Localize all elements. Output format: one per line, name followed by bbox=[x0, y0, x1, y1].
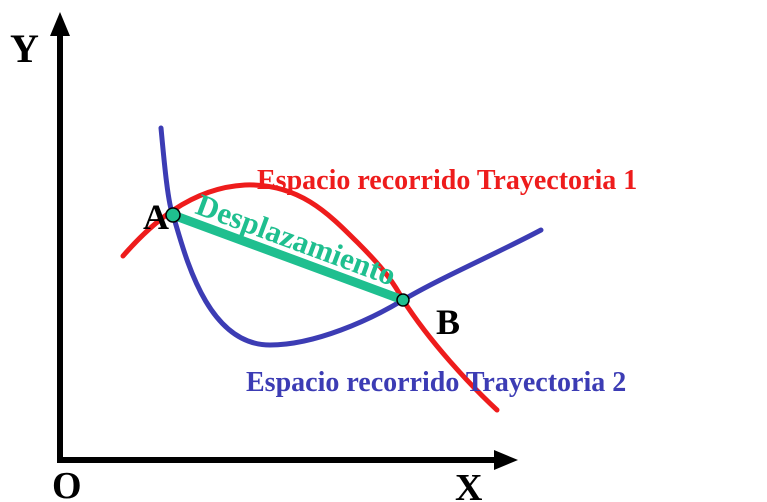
trajectory-1-label: Espacio recorrido Trayectoria 1 bbox=[257, 165, 637, 196]
x-axis-arrowhead bbox=[494, 450, 518, 470]
trajectory-2-label: Espacio recorrido Trayectoria 2 bbox=[246, 367, 626, 398]
origin-label: O bbox=[52, 465, 82, 502]
point-a-label: A bbox=[143, 197, 169, 237]
displacement-label: Desplazamiento bbox=[192, 187, 401, 293]
point-a-marker bbox=[165, 207, 181, 223]
trajectory-1-curve bbox=[120, 182, 500, 413]
axes bbox=[50, 12, 518, 470]
y-axis-arrowhead bbox=[50, 12, 70, 36]
displacement-segment bbox=[168, 210, 408, 305]
y-axis-label: Y bbox=[10, 26, 39, 71]
point-b-label: B bbox=[436, 302, 460, 342]
point-b-marker bbox=[396, 293, 410, 307]
x-axis-label: X bbox=[455, 467, 482, 502]
